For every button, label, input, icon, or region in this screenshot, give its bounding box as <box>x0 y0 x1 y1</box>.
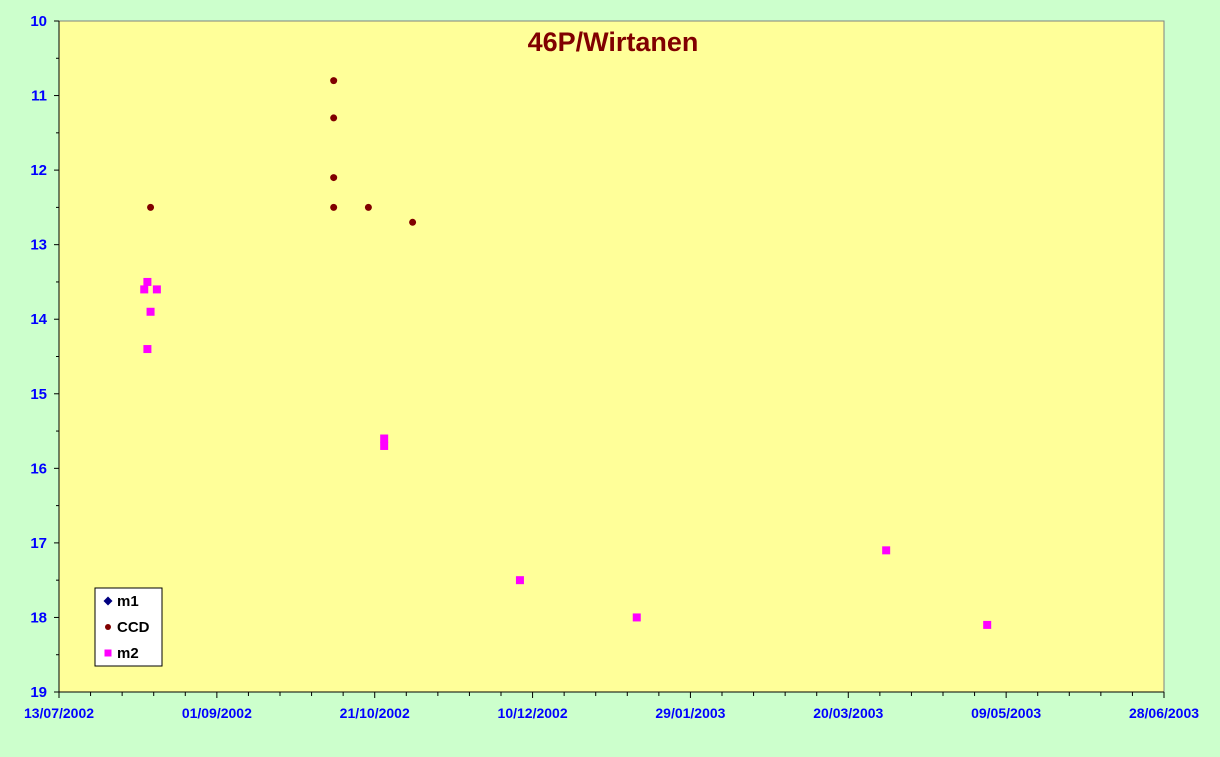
ccd-point <box>330 114 338 122</box>
y-tick-label: 10 <box>30 13 47 30</box>
legend-marker-m1 <box>103 596 113 606</box>
y-tick-label: 18 <box>30 609 47 626</box>
m2-point <box>143 345 152 354</box>
m2-point <box>380 434 389 443</box>
x-tick-label: 13/07/2002 <box>24 705 94 721</box>
ccd-point <box>330 174 338 182</box>
series-ccd <box>147 77 417 226</box>
y-tick-label: 11 <box>31 88 47 105</box>
ccd-point <box>330 203 338 211</box>
x-tick-label: 10/12/2002 <box>498 705 568 721</box>
x-tick-label: 20/03/2003 <box>813 705 883 721</box>
x-tick-label: 09/05/2003 <box>971 705 1041 721</box>
m2-point <box>380 441 389 450</box>
y-tick-label: 13 <box>30 237 47 254</box>
legend-label-m2: m2 <box>117 645 139 662</box>
y-tick-label: 19 <box>30 684 47 701</box>
legend: m1 CCD m2 <box>94 587 163 667</box>
axes <box>54 20 1165 698</box>
plot-area <box>58 20 1165 693</box>
y-axis-tick-labels: 10 11 12 13 14 15 16 17 18 19 <box>30 13 47 701</box>
m2-point <box>632 613 641 622</box>
m2-point <box>140 285 149 294</box>
m2-point <box>146 307 155 316</box>
ccd-point <box>147 203 155 211</box>
x-tick-label: 21/10/2002 <box>340 705 410 721</box>
x-tick-label: 01/09/2002 <box>182 705 252 721</box>
legend-marker-ccd <box>105 624 111 630</box>
m2-point <box>515 576 524 585</box>
y-tick-label: 12 <box>30 162 47 179</box>
legend-label-ccd: CCD <box>117 619 150 636</box>
m2-point <box>152 285 161 294</box>
legend-marker-m2 <box>104 649 112 657</box>
series-m2 <box>140 277 992 629</box>
data-points <box>140 77 992 629</box>
x-tick-label: 28/06/2003 <box>1129 705 1199 721</box>
y-tick-label: 17 <box>30 535 47 552</box>
y-tick-label: 15 <box>30 386 47 403</box>
ccd-point <box>364 203 372 211</box>
y-tick-label: 14 <box>30 311 47 328</box>
ccd-point <box>330 77 338 85</box>
y-tick-label: 16 <box>30 460 47 477</box>
legend-label-m1: m1 <box>117 593 139 610</box>
x-tick-label: 29/01/2003 <box>655 705 725 721</box>
chart-title: 46P/Wirtanen <box>528 27 699 57</box>
x-axis-tick-labels: 13/07/2002 01/09/2002 21/10/2002 10/12/2002… <box>24 705 1199 721</box>
ccd-point <box>409 218 417 226</box>
m2-point <box>882 546 891 555</box>
m2-point <box>983 620 992 629</box>
m2-point <box>143 277 152 286</box>
